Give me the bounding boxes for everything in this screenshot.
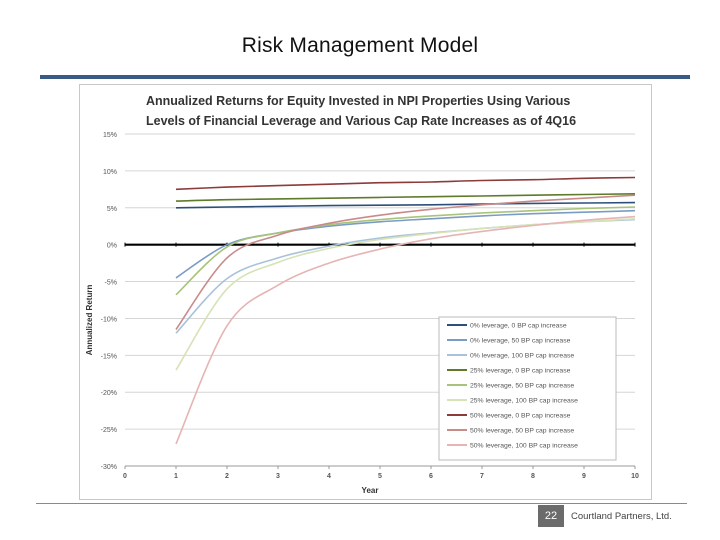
legend-entry: 25% leverage, 100 BP cap increase bbox=[470, 398, 578, 405]
series-line-9 bbox=[175, 215, 636, 445]
y-tick-label: 15% bbox=[103, 132, 117, 139]
y-tick-label: -20% bbox=[101, 390, 117, 397]
x-tick-label: 9 bbox=[582, 473, 586, 480]
series-line-5 bbox=[175, 206, 636, 296]
y-tick-label: 10% bbox=[103, 169, 117, 176]
y-tick-label: -30% bbox=[101, 464, 117, 471]
y-tick-label: -5% bbox=[105, 280, 117, 287]
x-tick-label: 5 bbox=[378, 473, 382, 480]
legend-entry: 50% leverage, 50 BP cap increase bbox=[470, 428, 574, 435]
x-tick-label: 1 bbox=[174, 473, 178, 480]
x-tick-label: 10 bbox=[631, 473, 639, 480]
x-tick-label: 0 bbox=[123, 473, 127, 480]
legend-entry: 50% leverage, 0 BP cap increase bbox=[470, 413, 571, 420]
y-tick-label: 0% bbox=[107, 243, 117, 250]
x-axis-label: Year bbox=[362, 486, 379, 495]
footer-divider bbox=[36, 503, 687, 504]
slide-title: Risk Management Model bbox=[241, 34, 479, 57]
legend-entry: 0% leverage, 100 BP cap increase bbox=[470, 353, 574, 360]
chart-frame: Annualized Returns for Equity Invested i… bbox=[79, 84, 652, 500]
y-axis-label: Annualized Return bbox=[85, 285, 94, 356]
x-tick-label: 8 bbox=[531, 473, 535, 480]
chart-title-line-1: Annualized Returns for Equity Invested i… bbox=[146, 94, 570, 108]
series-line-7 bbox=[175, 176, 636, 191]
x-tick-label: 7 bbox=[480, 473, 484, 480]
series-line-4 bbox=[175, 193, 636, 202]
x-tick-label: 6 bbox=[429, 473, 433, 480]
chart-axes: 15% 10% 5% 0% -5% -10% -15% -20% -25% -30% 0 1 2 3 4 5 6… bbox=[101, 132, 639, 480]
page-number: 22 bbox=[538, 505, 564, 527]
x-tick-label: 3 bbox=[276, 473, 280, 480]
y-tick-label: -25% bbox=[101, 427, 117, 434]
chart-series bbox=[175, 176, 636, 445]
returns-chart: Annualized Returns for Equity Invested i… bbox=[85, 94, 639, 495]
legend-entry: 0% leverage, 50 BP cap increase bbox=[470, 338, 571, 345]
legend-entry: 50% leverage, 100 BP cap increase bbox=[470, 443, 578, 450]
series-line-1 bbox=[175, 201, 636, 209]
legend-entry: 0% leverage, 0 BP cap increase bbox=[470, 323, 567, 330]
series-line-8 bbox=[175, 194, 636, 330]
title-divider bbox=[40, 75, 690, 79]
legend-entry: 25% leverage, 50 BP cap increase bbox=[470, 383, 574, 390]
y-tick-label: -10% bbox=[101, 316, 117, 323]
legend-entry: 25% leverage, 0 BP cap increase bbox=[470, 368, 571, 375]
chart-title-line-2: Levels of Financial Leverage and Various… bbox=[146, 114, 576, 128]
x-tick-label: 4 bbox=[327, 473, 331, 480]
y-tick-label: 5% bbox=[107, 206, 117, 213]
x-tick-label: 2 bbox=[225, 473, 229, 480]
company-name: Courtland Partners, Ltd. bbox=[571, 511, 672, 522]
chart-legend: 0% leverage, 0 BP cap increase 0% leverag… bbox=[438, 316, 617, 461]
legend-box bbox=[438, 316, 617, 461]
y-tick-label: -15% bbox=[101, 353, 117, 360]
